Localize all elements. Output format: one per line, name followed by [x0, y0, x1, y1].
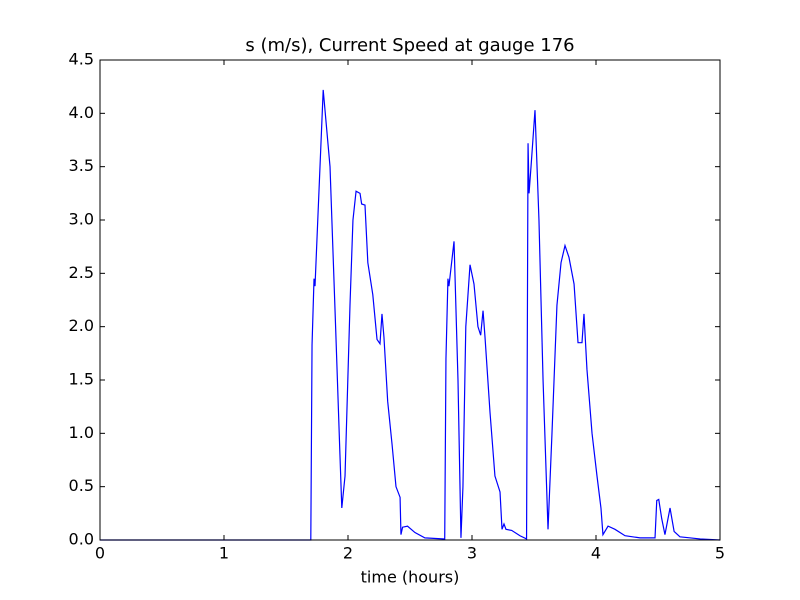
- data-line: [100, 89, 721, 541]
- x-tick-label: 5: [715, 544, 725, 563]
- x-tick-label: 3: [467, 544, 477, 563]
- chart-title: s (m/s), Current Speed at gauge 176: [245, 35, 574, 56]
- y-tick-label: 0.0: [69, 530, 94, 549]
- x-tick-label: 4: [591, 544, 601, 563]
- y-tick-label: 1.5: [69, 370, 94, 389]
- x-axis-label: time (hours): [361, 568, 460, 587]
- y-tick-label: 0.5: [69, 476, 94, 495]
- y-tick-label: 4.0: [69, 103, 94, 122]
- y-tick-label: 3.5: [69, 156, 94, 175]
- y-tick-label: 1.0: [69, 423, 94, 442]
- y-tick-label: 4.5: [69, 50, 94, 69]
- plot-frame: [99, 59, 721, 541]
- x-tick-label: 2: [343, 544, 353, 563]
- x-tick-label: 1: [219, 544, 229, 563]
- y-tick-label: 2.5: [69, 263, 94, 282]
- x-tick-label: 0: [95, 544, 105, 563]
- y-tick-label: 2.0: [69, 316, 94, 335]
- y-tick-label: 3.0: [69, 210, 94, 229]
